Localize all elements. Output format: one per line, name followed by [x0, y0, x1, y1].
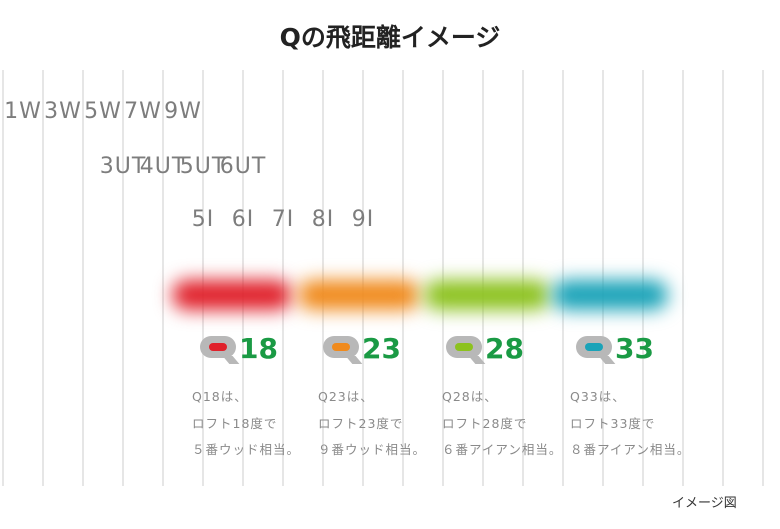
model-badge: 33	[576, 334, 654, 364]
grid-line	[762, 70, 764, 486]
club-label: 5W	[84, 99, 122, 124]
distance-band	[424, 280, 550, 310]
grid-line	[402, 70, 404, 486]
club-label: 9W	[164, 99, 202, 124]
q-logo-icon	[446, 336, 486, 364]
club-label: 3UT	[99, 154, 147, 179]
model-number: 28	[485, 332, 524, 365]
q-logo-icon	[576, 336, 616, 364]
club-label: 6UT	[219, 154, 267, 179]
model-description: Q33は、 ロフト33度で ８番アイアン相当。	[570, 389, 691, 457]
grid-line	[522, 70, 524, 486]
club-label: 9I	[351, 207, 375, 232]
q-logo-icon	[323, 336, 363, 364]
grid-line	[482, 70, 484, 486]
club-label: 7I	[271, 207, 295, 232]
model-number: 33	[615, 332, 654, 365]
grid-line	[602, 70, 604, 486]
club-label: 5UT	[179, 154, 227, 179]
club-label: 5I	[191, 207, 215, 232]
club-label: 3W	[44, 99, 82, 124]
grid-line	[642, 70, 644, 486]
club-label: 7W	[124, 99, 162, 124]
grid-line	[202, 70, 204, 486]
grid-line	[122, 70, 124, 486]
model-badge: 18	[200, 334, 278, 364]
distance-band	[298, 280, 420, 310]
distance-band	[172, 280, 292, 310]
grid-line	[562, 70, 564, 486]
grid-line	[242, 70, 244, 486]
q-logo-icon	[200, 336, 240, 364]
grid-line	[442, 70, 444, 486]
model-number: 23	[362, 332, 401, 365]
diagram-title: Qの飛距離イメージ	[279, 23, 501, 52]
grid-line	[322, 70, 324, 486]
grid-line	[722, 70, 724, 486]
club-label: 6I	[231, 207, 255, 232]
club-label: 1W	[4, 99, 42, 124]
footnote: イメージ図	[672, 496, 737, 511]
grid-line	[42, 70, 44, 486]
model-badge: 28	[446, 334, 524, 364]
grid-line	[282, 70, 284, 486]
grid-line	[362, 70, 364, 486]
model-number: 18	[239, 332, 278, 365]
grid-line	[162, 70, 164, 486]
model-description: Q18は、 ロフト18度で ５番ウッド相当。	[192, 389, 301, 457]
model-description: Q28は、 ロフト28度で ６番アイアン相当。	[442, 389, 563, 457]
grid-line	[2, 70, 4, 486]
model-badge: 23	[323, 334, 401, 364]
distance-band	[552, 280, 668, 310]
grid-line	[682, 70, 684, 486]
club-label: 4UT	[139, 154, 187, 179]
club-label: 8I	[311, 207, 335, 232]
grid-line	[82, 70, 84, 486]
model-description: Q23は、 ロフト23度で ９番ウッド相当。	[318, 389, 427, 457]
